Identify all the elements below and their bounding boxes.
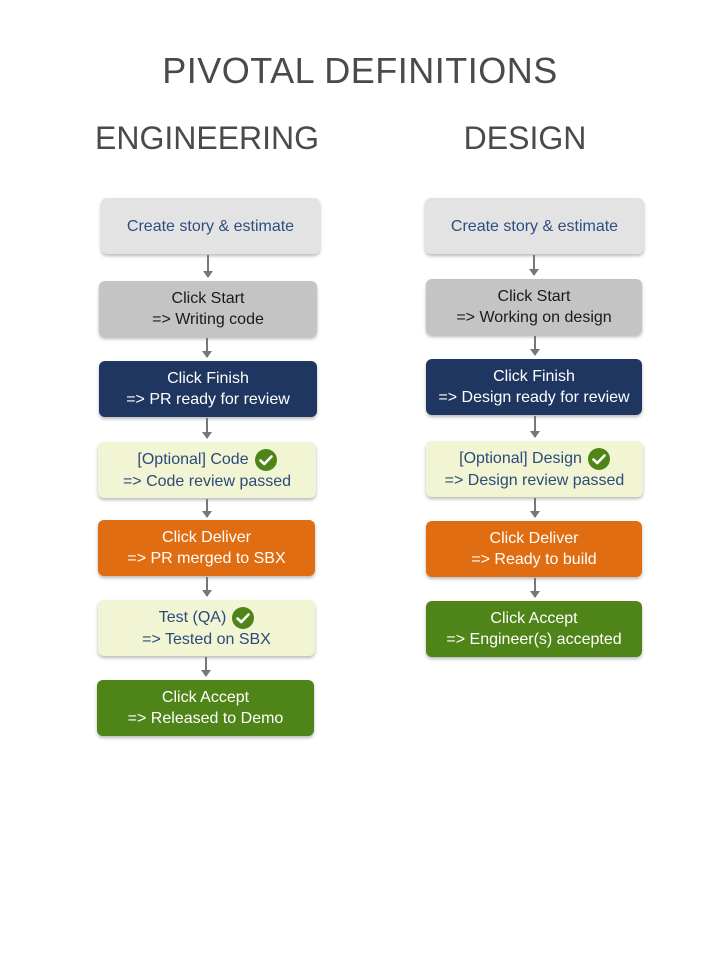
flow-arrow [530,416,540,438]
flow-arrow [530,498,540,518]
eng-step-deliver-status: => PR merged to SBX [127,550,286,567]
eng-step-accept: Click Accept => Released to Demo [97,680,314,736]
design-step-deliver: Click Deliver => Ready to build [426,521,642,577]
design-step-start: Click Start => Working on design [426,279,642,335]
eng-step-finish-label: Click Finish [167,370,249,387]
eng-step-qa-status: => Tested on SBX [142,630,271,648]
design-step-create-label: Create story & estimate [450,217,619,235]
flow-arrow [202,577,212,597]
design-step-create: Create story & estimate [425,198,644,254]
design-step-finish-label: Click Finish [493,368,575,385]
flow-arrow [202,499,212,518]
eng-step-finish-status: => PR ready for review [126,391,290,408]
eng-step-code-review-status: => Code review passed [122,472,292,490]
eng-step-start-label: Click Start [171,290,245,307]
design-step-finish-status: => Design ready for review [438,389,630,406]
design-step-start-status: => Working on design [456,309,612,326]
design-step-start-label: Click Start [497,288,571,305]
check-circle-icon [254,448,277,471]
design-heading: DESIGN [463,120,587,156]
design-step-deliver-label: Click Deliver [489,530,579,547]
eng-step-qa-label: Test (QA) [158,609,227,626]
flow-arrow [203,255,213,278]
eng-step-code-review-label: [Optional] Code [137,451,249,468]
check-circle-icon [232,606,255,629]
design-step-review-status: => Design review passed [444,471,625,489]
eng-step-deliver: Click Deliver => PR merged to SBX [98,520,315,576]
flow-arrow [530,336,540,356]
engineering-heading: ENGINEERING [95,120,320,156]
design-step-accept: Click Accept => Engineer(s) accepted [426,601,642,657]
eng-step-create-label: Create story & estimate [126,217,295,235]
eng-step-create: Create story & estimate [101,198,320,254]
design-step-finish: Click Finish => Design ready for review [426,359,642,415]
eng-step-accept-status: => Released to Demo [127,710,284,727]
design-step-accept-status: => Engineer(s) accepted [446,631,622,648]
check-circle-icon [587,447,610,470]
flow-arrow [530,578,540,598]
design-step-review: [Optional] Design => Design review passe… [426,441,643,497]
eng-step-finish: Click Finish => PR ready for review [99,361,317,417]
eng-step-accept-label: Click Accept [161,689,250,706]
eng-step-code-review: [Optional] Code => Code review passed [98,442,316,498]
design-step-deliver-status: => Ready to build [471,551,597,568]
eng-step-start-status: => Writing code [152,311,264,328]
eng-step-start: Click Start => Writing code [99,281,317,337]
flow-arrow [202,418,212,439]
design-step-accept-label: Click Accept [490,610,578,627]
flow-arrow [201,657,211,677]
flow-arrow [202,338,212,358]
flow-arrow [529,255,539,276]
design-step-review-label: [Optional] Design [459,450,582,467]
eng-step-qa: Test (QA) => Tested on SBX [98,600,315,656]
page-title: PIVOTAL DEFINITIONS [162,50,558,91]
eng-step-deliver-label: Click Deliver [162,529,251,546]
